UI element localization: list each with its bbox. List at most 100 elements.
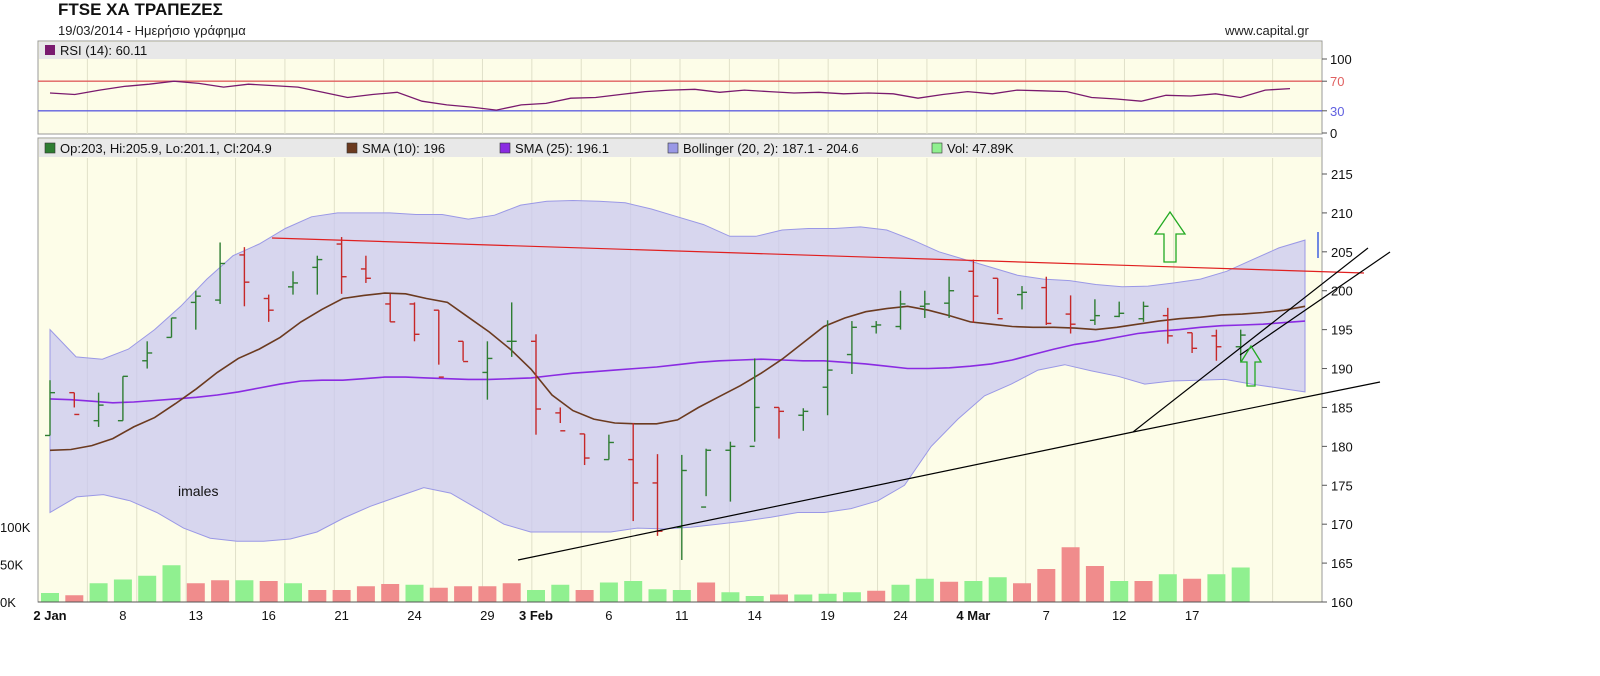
ohlc-bar: [846, 321, 857, 374]
price-tick-label: 195: [1331, 323, 1353, 338]
x-tick-label: 24: [893, 608, 907, 623]
volume-bar: [41, 593, 59, 602]
volume-bar: [478, 586, 497, 602]
volume-bar: [65, 595, 84, 602]
volume-tick-label: 0K: [0, 595, 16, 610]
x-tick-label: 8: [119, 608, 126, 623]
ohlc-bar: [1041, 276, 1052, 325]
price-tick-label: 170: [1331, 517, 1353, 532]
volume-bar: [1183, 578, 1202, 602]
legend-volume: Vol: 47.89K: [947, 141, 1014, 156]
volume-bar: [186, 583, 205, 602]
volume-bar: [672, 590, 691, 602]
volume-bar: [697, 582, 716, 602]
x-tick-label: 12: [1112, 608, 1126, 623]
support-trendline-2: [1132, 381, 1381, 433]
volume-bar: [867, 590, 886, 602]
volume-bar: [162, 565, 181, 602]
rsi-tick-label: 70: [1330, 74, 1344, 89]
ohlc-bar: [531, 334, 541, 435]
volume-bar: [235, 580, 254, 602]
volume-bar: [842, 592, 861, 602]
legend-ohlc: Op:203, Hi:205.9, Lo:201.1, Cl:204.9: [60, 141, 272, 156]
ohlc-bar: [215, 242, 226, 304]
ohlc-bar: [1089, 299, 1100, 325]
ohlc-bar: [458, 340, 469, 363]
ohlc-bar: [336, 237, 347, 294]
resistance-trendline: [271, 237, 1365, 274]
ohlc-bar: [312, 255, 323, 295]
x-tick-label: 3 Feb: [519, 608, 553, 623]
x-tick-label: 11: [675, 608, 689, 623]
volume-bar: [745, 596, 764, 602]
price-tick-label: 200: [1331, 284, 1353, 299]
support-trendline-1: [517, 431, 1134, 561]
ohlc-bar: [725, 441, 736, 502]
rsi-tick-label: 0: [1330, 126, 1337, 141]
x-tick-label: 14: [747, 608, 761, 623]
x-tick-label: 6: [605, 608, 612, 623]
volume-bar: [89, 583, 108, 602]
legend-sma25-swatch: [499, 142, 511, 154]
ohlc-bar: [166, 317, 177, 339]
ohlc-bar: [701, 448, 712, 508]
volume-tick-label: 50K: [0, 558, 23, 573]
legend-sma10-swatch: [346, 142, 358, 154]
ohlc-bar: [385, 293, 396, 323]
ohlc-bar: [1138, 301, 1149, 322]
x-tick-label: 17: [1185, 608, 1199, 623]
legend-bollinger: Bollinger (20, 2): 187.1 - 204.6: [683, 141, 859, 156]
ohlc-bar: [944, 276, 955, 318]
rsi-tick-label: 30: [1330, 104, 1344, 119]
volume-bar: [527, 590, 545, 602]
price-tick-label: 160: [1331, 595, 1353, 610]
ohlc-bar: [263, 294, 274, 322]
ohlc-bar: [1235, 329, 1246, 362]
rsi-legend-swatch: [45, 45, 55, 55]
volume-bar: [1134, 581, 1153, 602]
volume-bar: [940, 581, 959, 602]
volume-bar: [599, 582, 618, 602]
volume-bar: [429, 587, 448, 602]
legend-bollinger-swatch: [667, 142, 679, 154]
ohlc-bar: [288, 271, 298, 295]
x-tick-label: 21: [334, 608, 348, 623]
price-tick-label: 190: [1331, 362, 1353, 377]
ohlc-bar: [1114, 301, 1125, 318]
ohlc-bar: [919, 290, 930, 318]
price-legend-bar: [39, 139, 1321, 157]
volume-bar: [624, 581, 643, 602]
ohlc-bar: [409, 302, 420, 342]
ohlc-bar: [992, 277, 1003, 320]
volume-bar: [551, 584, 570, 602]
ohlc-bar: [1187, 332, 1198, 353]
volume-bar: [915, 578, 934, 602]
ohlc-bar: [1162, 307, 1173, 344]
volume-bar: [454, 586, 473, 602]
volume-bar: [891, 584, 910, 602]
price-tick-label: 165: [1331, 556, 1353, 571]
ohlc-bar: [822, 320, 833, 416]
volume-bar: [794, 594, 813, 602]
sma10-line: [49, 292, 1306, 452]
x-tick-label: 16: [261, 608, 275, 623]
volume-bar: [1013, 583, 1031, 602]
rsi-tick-label: 100: [1330, 52, 1352, 67]
volume-bar: [648, 589, 667, 602]
price-tick-label: 175: [1331, 478, 1353, 493]
ohlc-bar: [1017, 286, 1027, 310]
chart-subtitle: 19/03/2014 - Ημερήσιο γράφημα: [58, 23, 246, 38]
ohlc-bar: [774, 406, 784, 439]
ohlc-bar: [579, 433, 590, 466]
ohlc-bar: [433, 309, 444, 378]
ohlc-bar: [968, 259, 979, 323]
rsi-line: [49, 80, 1291, 111]
chart-title: FTSE ΧΑ ΤΡΑΠΕΖΕΣ: [58, 0, 223, 19]
x-tick-label: 19: [820, 608, 834, 623]
x-tick-label: 4 Mar: [956, 608, 990, 623]
ohlc-bar: [1211, 329, 1222, 361]
ohlc-bar: [482, 341, 493, 400]
bollinger-band: [49, 199, 1306, 542]
price-tick-label: 215: [1331, 167, 1353, 182]
ohlc-bar: [117, 375, 128, 422]
